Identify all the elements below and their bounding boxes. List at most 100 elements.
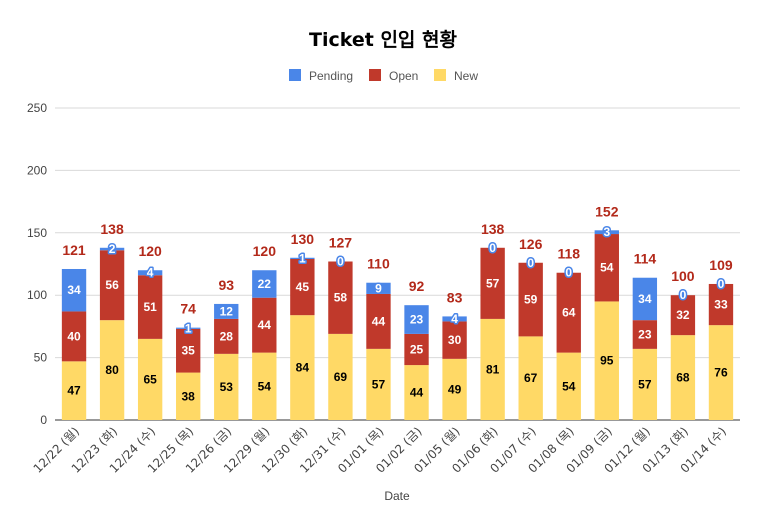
bar-segment-open[interactable] [556,272,581,353]
bar-group[interactable]: 65 51 4 120 [137,243,163,420]
total-label: 121 [62,242,86,258]
bar-group[interactable]: 95 54 3 152 [594,203,619,420]
bar-group[interactable]: 44 25 23 92 [404,278,429,420]
bar-segment-new[interactable] [404,365,429,420]
bar-segment-pending[interactable] [594,230,619,235]
bar-segment-pending[interactable] [137,270,163,276]
bar-segment-open[interactable] [594,234,619,302]
bar-segment-open[interactable] [632,320,658,349]
data-label-new: 57 [638,377,652,391]
bar-segment-open[interactable] [99,250,125,321]
bar-segment-open[interactable] [518,262,543,337]
bar-segment-open[interactable] [670,295,696,336]
x-axis: 12/22 (월)12/23 (화)12/24 (수)12/25 (목)12/2… [31,424,729,475]
bar-segment-new[interactable] [632,348,658,420]
bar-segment-open[interactable] [366,293,391,349]
bar-segment-open[interactable] [214,318,239,354]
bars: 4740341218056213865514120383517453281293… [61,203,734,420]
bar-segment-new[interactable] [442,358,467,420]
bar-segment-new[interactable] [328,333,353,420]
bar-segment-pending[interactable] [176,327,201,329]
bar-segment-open[interactable] [61,311,87,362]
data-label-new: 68 [676,371,690,385]
data-label-pending: 0 [680,288,687,302]
chart-title: Ticket 인입 현황 [309,28,457,51]
bar-segment-open[interactable] [328,261,353,334]
bar-segment-new[interactable] [99,320,125,420]
bar-segment-new[interactable] [61,361,87,420]
bar-group[interactable]: 76 33 0 109 [708,257,734,420]
bar-segment-pending[interactable] [442,316,467,322]
bar-segment-new[interactable] [518,336,543,420]
data-label-pending: 0 [337,255,344,269]
data-label-pending: 2 [109,242,116,256]
legend-label-pending: Pending [309,69,353,83]
bar-group[interactable]: 57 23 34 114 [632,251,658,420]
bar-segment-new[interactable] [137,338,163,420]
total-label: 110 [367,256,390,272]
bar-segment-pending[interactable] [404,305,429,334]
data-label-pending: 0 [565,266,572,280]
data-label-new: 69 [334,370,348,384]
bar-segment-pending[interactable] [214,303,239,319]
bar-segment-open[interactable] [708,283,734,326]
bar-segment-open[interactable] [290,259,315,316]
data-label-new: 80 [105,363,119,377]
total-label: 92 [409,278,425,294]
bar-group[interactable]: 68 32 0 100 [670,268,696,420]
bar-segment-pending[interactable] [366,282,391,294]
bar-segment-open[interactable] [480,247,505,319]
bar-group[interactable]: 54 64 0 118 [556,246,581,420]
bar-segment-pending[interactable] [99,247,125,251]
bar-group[interactable]: 67 59 0 126 [518,236,543,420]
total-label: 130 [291,231,315,247]
bar-segment-new[interactable] [670,335,696,420]
data-label-open: 64 [562,306,576,320]
bar-group[interactable]: 38 35 1 74 [176,301,201,420]
bar-segment-new[interactable] [176,372,201,420]
total-label: 109 [709,257,733,273]
bar-segment-new[interactable] [708,325,734,420]
bar-segment-new[interactable] [214,353,239,420]
bar-group[interactable]: 84 45 1 130 [290,231,315,420]
data-label-new: 84 [296,361,310,375]
bar-segment-new[interactable] [594,301,619,420]
gridlines [55,107,740,421]
bar-group[interactable]: 57 44 9 110 [366,256,391,420]
bar-segment-open[interactable] [404,333,429,366]
bar-segment-open[interactable] [442,321,467,359]
bar-group[interactable]: 81 57 0 138 [480,221,505,420]
bar-segment-new[interactable] [556,352,581,420]
bar-segment-open[interactable] [176,328,201,373]
bar-segment-pending[interactable] [252,270,277,298]
bar-group[interactable]: 53 28 12 93 [214,277,239,420]
data-label-open: 57 [486,276,500,290]
data-label-open: 56 [105,278,119,292]
total-label: 126 [519,236,543,252]
legend-item-new[interactable]: New [434,69,478,83]
bar-segment-pending[interactable] [61,268,87,312]
bar-segment-new[interactable] [252,352,277,420]
data-label-open: 44 [372,314,386,328]
bar-segment-open[interactable] [137,275,163,339]
legend-item-open[interactable]: Open [369,69,418,83]
bar-group[interactable]: 69 58 0 127 [328,235,353,420]
data-label-open: 44 [258,318,272,332]
data-label-new: 76 [714,366,728,380]
data-label-pending: 23 [410,313,424,327]
data-label-pending: 0 [718,277,725,291]
data-label-new: 54 [258,379,272,393]
bar-segment-pending[interactable] [290,257,315,260]
bar-group[interactable]: 49 30 4 83 [442,289,467,420]
legend-item-pending[interactable]: Pending [289,69,353,83]
bar-segment-new[interactable] [366,348,391,420]
bar-segment-new[interactable] [290,315,315,420]
bar-group[interactable]: 80 56 2 138 [99,221,125,420]
bar-group[interactable]: 47 40 34 121 [61,242,87,420]
bar-segment-pending[interactable] [632,277,658,321]
bar-segment-new[interactable] [480,318,505,420]
bar-group[interactable]: 54 44 22 120 [252,243,277,420]
bar-segment-open[interactable] [252,297,277,353]
total-label: 93 [218,277,234,293]
legend-swatch-open [369,69,381,81]
